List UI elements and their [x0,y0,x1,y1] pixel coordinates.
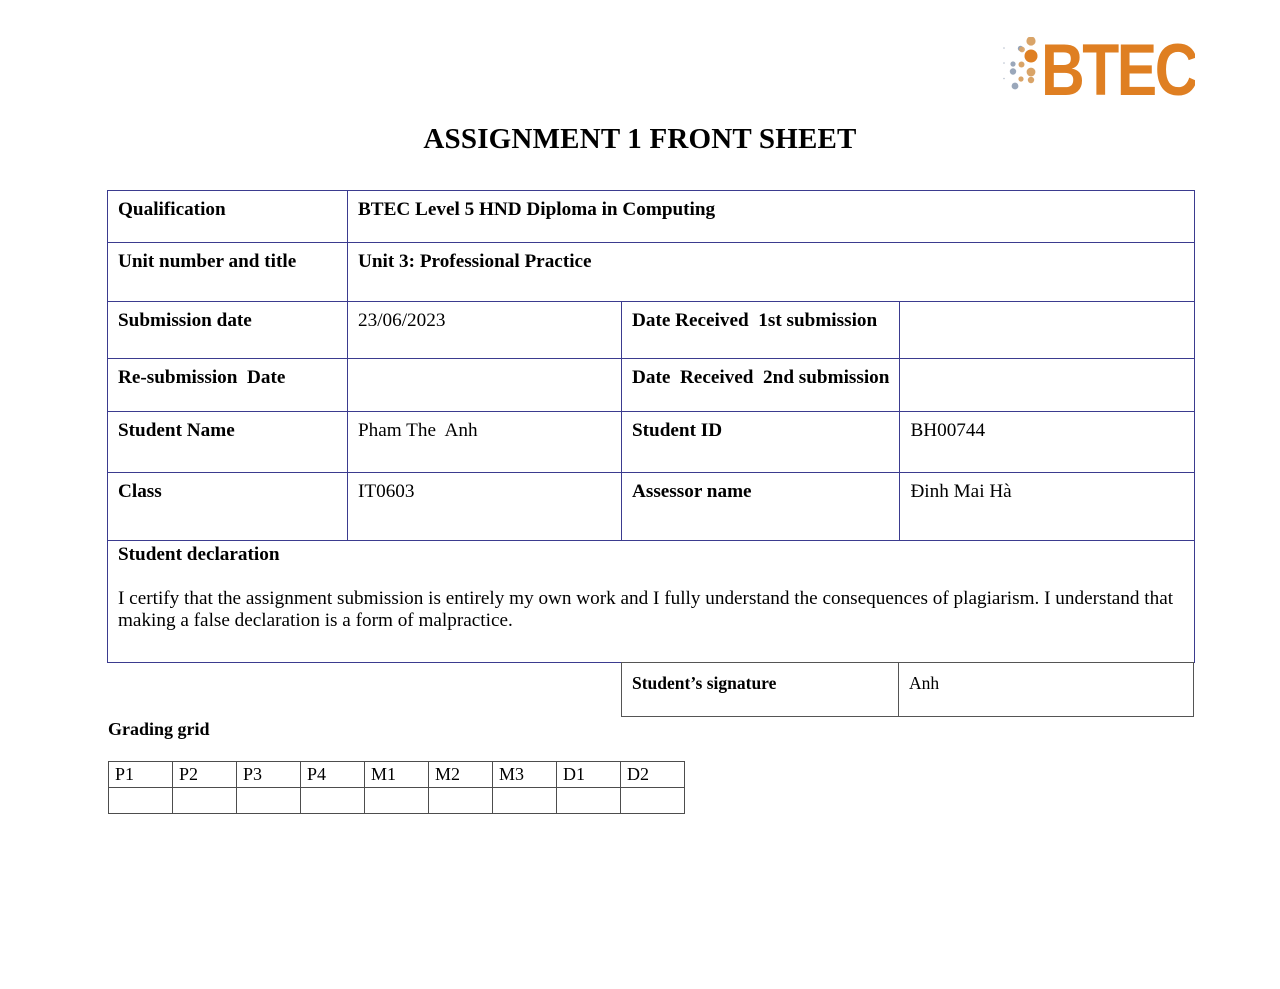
svg-text:BTEC: BTEC [1041,37,1195,105]
